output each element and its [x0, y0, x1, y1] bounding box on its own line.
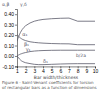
series-line [17, 18, 95, 41]
x-tick-label: 2 [25, 68, 28, 74]
series-label: α₁ [22, 31, 27, 37]
x-tick-label: 3 [33, 68, 36, 74]
x-tick-label: 10 [93, 68, 99, 74]
y-tick-mark [15, 46, 17, 47]
y-tick-label: 0.10 [4, 43, 14, 49]
x-axis-line [18, 67, 96, 69]
chart: Figure 6 - Saint-Venant coefficients for… [0, 0, 100, 91]
y-tick: 0.10 [4, 43, 17, 49]
caption: Figure 6 - Saint-Venant coefficients for… [2, 80, 97, 90]
x-axis: 123456789 10 [16, 66, 98, 74]
x-tick: 1 [16, 66, 19, 74]
y-tick: 0.30 [4, 22, 17, 28]
y-tick: 0.20 [4, 32, 17, 38]
series-label: δ₁ [43, 58, 48, 64]
lines [17, 18, 95, 65]
y-axis: 0.40 0.30 0.20 0.10 0.00 -0.10 [3, 10, 18, 70]
x-tick-label: 7 [68, 68, 71, 74]
x-tick-label: 5 [51, 68, 54, 74]
y-label: α,β [2, 2, 9, 7]
y-tick: 0.40 [4, 11, 17, 17]
y-tick-label: 0.40 [4, 11, 14, 17]
y-tick-label: 0.20 [4, 32, 14, 38]
series-label: γ₁ [26, 46, 31, 53]
x-tick: 10 [93, 66, 99, 74]
y-tick-label: 0.00 [4, 53, 14, 59]
x-tick: 5 [51, 66, 54, 74]
y-tick-mark [15, 25, 17, 26]
x-tick-label: 4 [42, 68, 45, 74]
y-tick: 0.00 [4, 53, 17, 59]
annotation: b/2a [76, 53, 86, 58]
y-tick-label: 0.30 [4, 22, 14, 28]
y-tick-mark [15, 66, 17, 67]
x-tick: 9 [85, 66, 88, 74]
y-tick-mark [15, 56, 17, 57]
x-tick: 8 [77, 66, 80, 74]
y-axis-line [15, 10, 18, 67]
x-tick: 2 [25, 66, 28, 74]
x-axis-title: Bar width/thickness [34, 75, 79, 80]
plot: 123456789100.400.300.200.100.00-0.10α₁β₁… [3, 10, 99, 74]
y-tick-mark [15, 35, 17, 36]
x-tick: 4 [42, 66, 45, 74]
series-labels: α₁β₁γ₁δ₁ [22, 31, 48, 64]
x-tick: 6 [59, 66, 62, 74]
x-tick-label: 6 [59, 68, 62, 74]
x-tick: 3 [33, 66, 36, 74]
x-tick-label: 1 [16, 68, 19, 74]
x-tick-label: 8 [77, 68, 80, 74]
y-tick-label: -0.10 [3, 64, 15, 70]
y-tick: -0.10 [3, 64, 17, 70]
y-label: γ,δ [20, 2, 27, 7]
x-tick: 7 [68, 66, 71, 74]
y-tick-mark [15, 14, 17, 15]
caption-line: of rectangular bars as a function of dim… [2, 85, 97, 90]
x-tick-label: 9 [85, 68, 88, 74]
